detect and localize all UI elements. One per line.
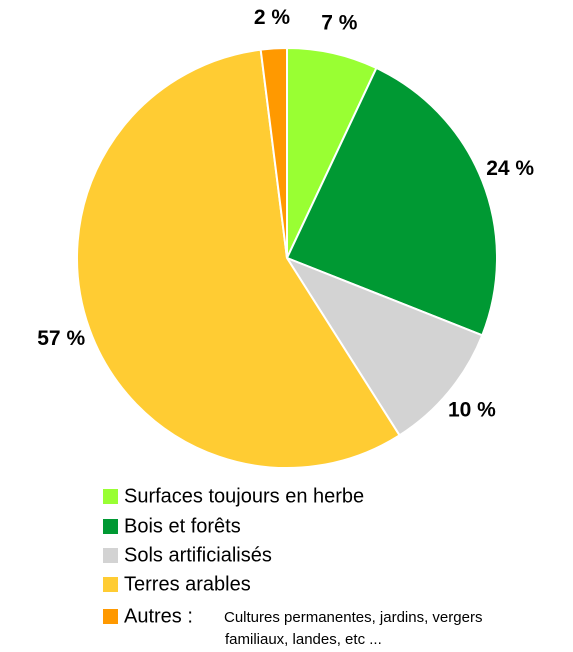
- data-label: 2 %: [254, 6, 291, 29]
- legend-note: familiaux, landes, etc ...: [225, 631, 382, 648]
- legend-label: Surfaces toujours en herbe: [124, 485, 364, 507]
- legend-label: Bois et forêts: [124, 515, 241, 537]
- legend-swatch: [103, 548, 118, 563]
- legend-label: Terres arables: [124, 573, 251, 595]
- pie-slice: [285, 66, 498, 337]
- legend-swatch: [103, 489, 118, 504]
- legend-label: Sols artificialisés: [124, 544, 272, 566]
- legend-note: Cultures permanentes, jardins, vergers: [224, 609, 482, 626]
- pie-slice: [284, 255, 484, 437]
- data-label: 24 %: [486, 157, 534, 180]
- data-label: 10 %: [448, 399, 496, 422]
- data-label: 57 %: [37, 327, 85, 350]
- pie-slice: [259, 46, 288, 259]
- legend-swatch: [103, 609, 118, 624]
- pie-slice: [76, 48, 401, 469]
- legend-label: Autres :: [124, 605, 193, 627]
- legend-swatch: [103, 577, 118, 592]
- legend-swatch: [103, 519, 118, 534]
- data-label: 7 %: [321, 11, 358, 34]
